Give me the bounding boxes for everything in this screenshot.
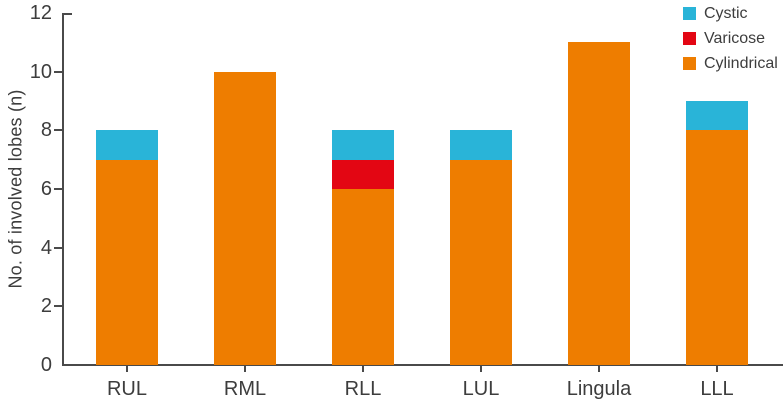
legend-swatch-icon [683, 32, 696, 45]
x-axis-line [62, 364, 783, 366]
y-tick-label-6: 6 [40, 178, 52, 200]
y-tick-mark-6 [54, 188, 62, 190]
x-tick-mark-LUL [480, 366, 482, 372]
x-category-label-RLL: RLL [344, 378, 382, 400]
legend-item-cystic: Cystic [683, 1, 778, 26]
x-tick-mark-LLL [716, 366, 718, 372]
x-tick-mark-Lingula [598, 366, 600, 372]
bar-LLL-segment-cystic [686, 101, 748, 131]
legend-label: Cystic [704, 4, 748, 22]
legend: Cystic Varicose Cylindrical [683, 1, 778, 76]
y-tick-mark-2 [54, 305, 62, 308]
bar-RML-segment-cylindrical [214, 71, 276, 365]
x-tick-mark-RLL [362, 366, 364, 372]
bar-RUL-segment-cylindrical [96, 159, 158, 365]
legend-swatch-icon [683, 57, 696, 70]
bar-LUL-segment-cylindrical [450, 159, 512, 365]
y-axis-line [62, 13, 64, 366]
y-axis-top-tick [64, 13, 72, 15]
bar-LLL-segment-cylindrical [686, 130, 748, 365]
bar-RUL-segment-cystic [96, 130, 158, 160]
x-category-label-RUL: RUL [106, 378, 147, 400]
y-tick-mark-8 [54, 129, 62, 132]
x-tick-mark-RUL [126, 366, 128, 372]
y-tick-label-12: 12 [29, 2, 52, 24]
x-category-label-LUL: LUL [462, 378, 500, 400]
bar-RLL-segment-varicose [332, 159, 394, 189]
x-category-label-RML: RML [223, 378, 267, 400]
y-tick-label-2: 2 [40, 295, 52, 318]
x-tick-mark-RML [244, 366, 246, 372]
bar-RLL-segment-cylindrical [332, 189, 394, 365]
bar-LUL-segment-cystic [450, 130, 512, 160]
legend-item-cylindrical: Cylindrical [683, 51, 778, 76]
y-tick-label-10: 10 [29, 60, 52, 83]
legend-swatch-icon [683, 7, 696, 20]
y-tick-label-8: 8 [40, 119, 52, 142]
legend-item-varicose: Varicose [683, 26, 778, 51]
x-category-label-LLL: LLL [700, 378, 734, 400]
y-tick-mark-10 [54, 70, 62, 73]
y-tick-mark-4 [54, 246, 62, 249]
bar-Lingula-segment-cylindrical [568, 42, 630, 365]
legend-label: Varicose [704, 29, 766, 47]
x-category-label-Lingula: Lingula [566, 378, 632, 400]
y-tick-label-4: 4 [40, 236, 52, 259]
legend-label: Cylindrical [704, 54, 778, 72]
bar-RLL-segment-cystic [332, 130, 394, 160]
y-tick-label-0: 0 [40, 354, 52, 376]
